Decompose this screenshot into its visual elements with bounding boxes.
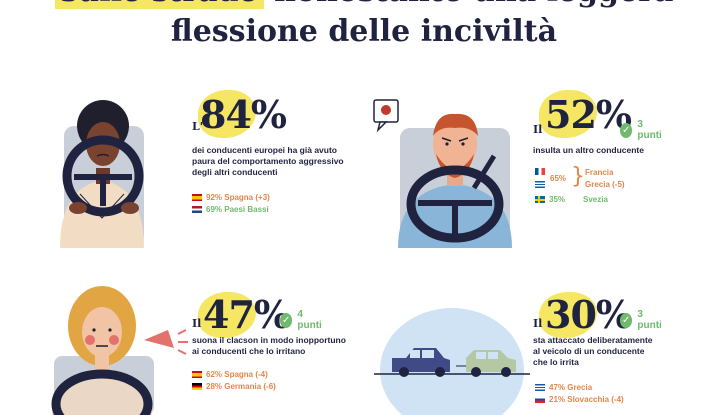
stat-row: 47% Grecia	[535, 383, 592, 392]
percent-highlight	[539, 90, 597, 138]
stat-row: 62% Spagna (-4)	[192, 370, 268, 379]
stat-text: 35%	[549, 195, 566, 204]
change-text: 3 punti	[637, 309, 662, 331]
greece-flag-icon	[535, 384, 545, 391]
percent-value: 47%	[203, 292, 290, 337]
title-line-1: sulle strade nonostante una leggera	[0, 0, 728, 9]
percent-prefix: Il	[533, 123, 543, 136]
group-country: Grecia (-5)	[585, 180, 625, 189]
stat-text: 62% Spagna (-4)	[206, 370, 268, 379]
percent-highlight	[198, 292, 256, 338]
angry-man-driver-illustration	[373, 99, 512, 248]
panel-description: sta attaccato deliberatamente al veicolo…	[533, 335, 713, 368]
sweden-flag-icon	[535, 196, 545, 203]
title-line-2: flessione delle inciviltà	[170, 14, 558, 49]
spain-flag-icon	[192, 194, 202, 201]
stat-text: 21% Slovacchia (-4)	[549, 395, 624, 404]
stat-row: 28% Germania (-6)	[192, 382, 276, 391]
tailgating-cars-illustration	[374, 308, 530, 415]
group-value: 65%	[550, 174, 567, 183]
percent-highlight	[539, 292, 597, 338]
panel-description: suona il clacson in modo inopportuno ai …	[192, 335, 372, 357]
stat-row: 35% Svezia	[535, 195, 608, 204]
change-text: 3 punti	[637, 119, 662, 141]
check-circle-icon: ✓	[280, 312, 293, 328]
worried-woman-driver-illustration	[60, 100, 144, 248]
check-circle-icon: ✓	[620, 312, 633, 328]
stat-row: 92% Spagna (+3)	[192, 193, 270, 202]
description-line: degli altri conducenti	[192, 167, 278, 177]
stat-row: 69% Paesi Bassi	[192, 205, 269, 214]
slovakia-flag-icon	[535, 396, 545, 403]
france-flag-icon	[535, 168, 545, 175]
percent-prefix: Il	[533, 317, 543, 330]
title-highlight: sulle strade	[54, 0, 264, 9]
percent-value: 52%	[545, 92, 632, 137]
change-indicator: ✓ 4 punti	[280, 309, 324, 331]
description-line: sta attaccato deliberatamente	[533, 335, 653, 345]
percent-highlight	[198, 90, 256, 138]
brace-icon: }	[571, 164, 585, 189]
check-circle-icon: ✓	[620, 122, 633, 138]
stat-row: 21% Slovacchia (-4)	[535, 395, 624, 404]
description-line: ai conducenti che lo irritano	[192, 346, 306, 356]
germany-flag-icon	[192, 383, 202, 390]
percent-prefix: L'	[192, 120, 204, 133]
description-line: suona il clacson in modo inopportuno	[192, 335, 346, 345]
stat-label: Svezia	[583, 195, 608, 204]
description-line: insulta un altro conducente	[533, 145, 644, 155]
group-country: Francia	[585, 168, 614, 177]
stat-text: 69% Paesi Bassi	[206, 205, 269, 214]
change-text: 4 punti	[297, 309, 322, 331]
spain-flag-icon	[192, 371, 202, 378]
title-line-1-rest: nonostante una leggera	[264, 0, 673, 9]
change-indicator: ✓ 3 punti	[620, 309, 664, 331]
honking-woman-driver-illustration	[51, 286, 188, 415]
description-line: dei conducenti europei ha già avuto	[192, 145, 337, 155]
description-line: al veicolo di un conducente	[533, 346, 645, 356]
percent-value: 30%	[545, 292, 632, 337]
percent-prefix: Il	[192, 317, 202, 330]
stat-text: 47% Grecia	[549, 383, 593, 392]
stat-text: 28% Germania (-6)	[206, 382, 276, 391]
percent-value: 84%	[200, 92, 287, 137]
change-indicator: ✓ 3 punti	[620, 119, 664, 141]
greece-flag-icon	[535, 181, 545, 188]
panel-description: dei conducenti europei ha già avuto paur…	[192, 145, 372, 178]
panel-description: insulta un altro conducente	[533, 145, 713, 156]
description-line: che lo irrita	[533, 357, 579, 367]
description-line: paura del comportamento aggressivo	[192, 156, 344, 166]
netherlands-flag-icon	[192, 206, 202, 213]
stat-text: 92% Spagna (+3)	[206, 193, 270, 202]
